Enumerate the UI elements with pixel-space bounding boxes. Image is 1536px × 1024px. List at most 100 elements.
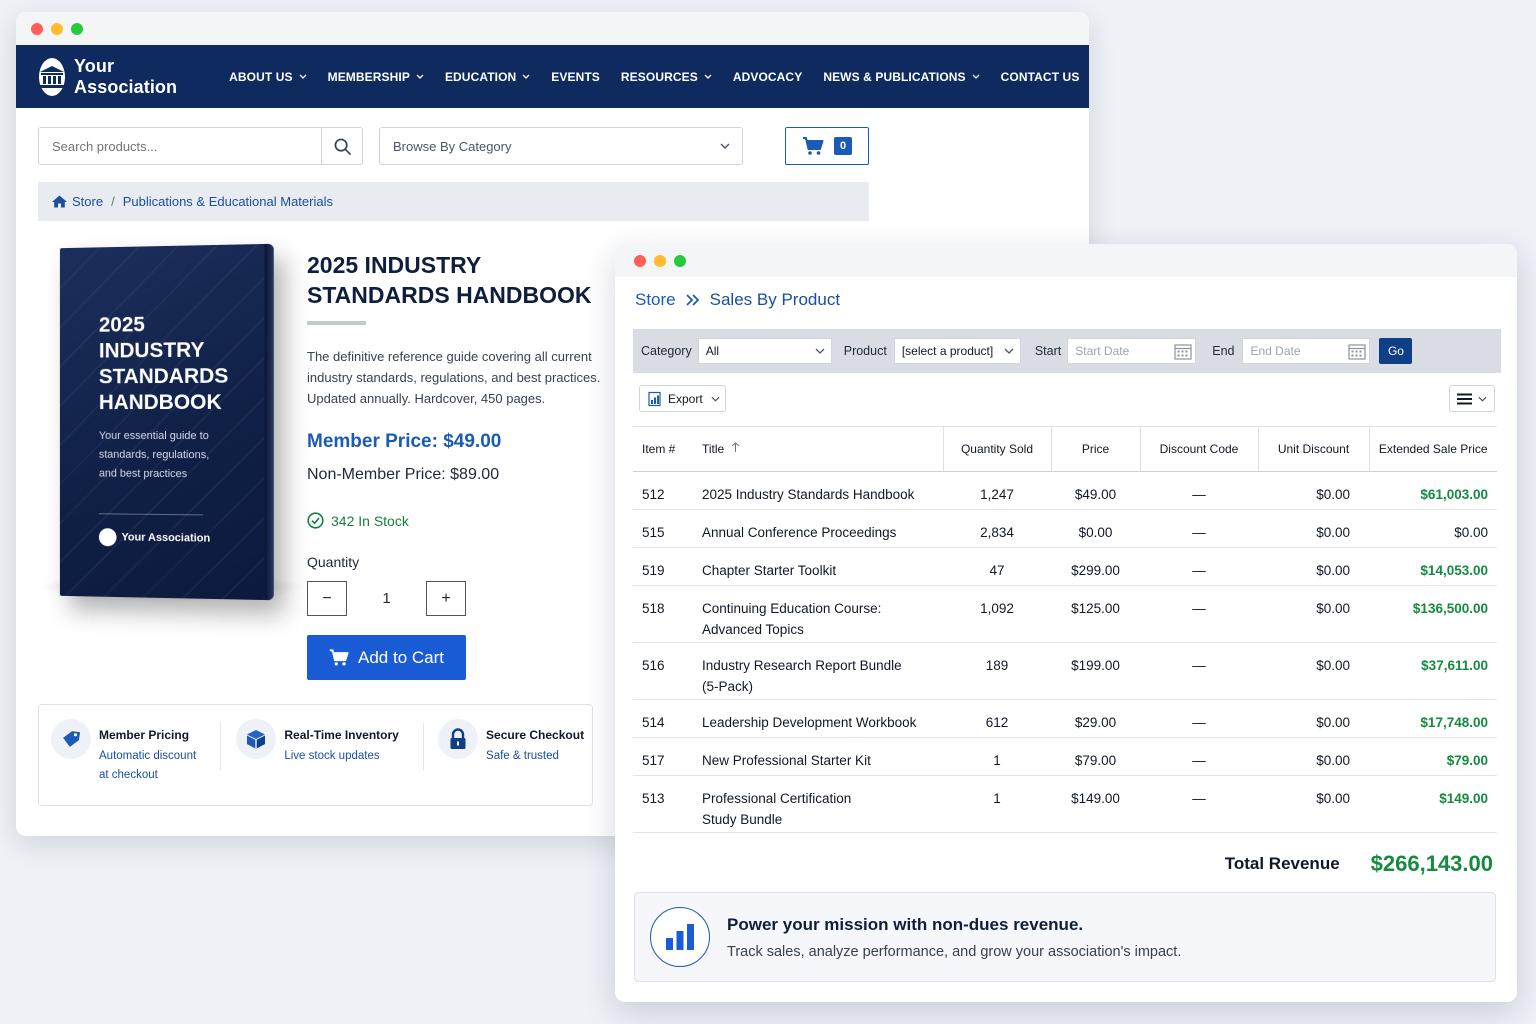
chevron-down-icon	[1478, 396, 1487, 402]
column-menu-button[interactable]	[1449, 385, 1495, 412]
table-header-row: Item # Title Quantity Sold Price Discoun…	[633, 427, 1497, 472]
cell-price: $149.00	[1051, 776, 1140, 833]
cell-extended-sale-price: $37,611.00	[1369, 643, 1497, 700]
cell-extended-sale-price: $14,053.00	[1369, 548, 1497, 586]
cell-title: 2025 Industry Standards Handbook	[693, 472, 943, 510]
start-date-input[interactable]: Start Date	[1067, 338, 1196, 364]
cell-price: $125.00	[1051, 586, 1140, 643]
box-icon	[236, 719, 276, 759]
cell-discount-code: —	[1140, 776, 1258, 833]
cell-extended-sale-price: $149.00	[1369, 776, 1497, 833]
feature-real-time-inventory: Real-Time Inventory Live stock updates	[236, 719, 423, 805]
category-select[interactable]: Browse By Category	[379, 127, 743, 165]
maximize-window-button[interactable]	[71, 23, 83, 35]
cell-item-number: 515	[633, 510, 693, 548]
calendar-icon[interactable]	[1348, 343, 1366, 360]
nav-item-events[interactable]: EVENTS	[551, 70, 600, 84]
report-filter-bar: Category All Product [select a product] …	[633, 329, 1501, 373]
cell-discount-code: —	[1140, 700, 1258, 738]
minimize-window-button[interactable]	[51, 23, 63, 35]
search-button[interactable]	[321, 128, 362, 164]
go-button[interactable]: Go	[1379, 338, 1412, 364]
nav-item-advocacy[interactable]: ADVOCACY	[733, 70, 802, 84]
nav-item-education[interactable]: EDUCATION	[445, 70, 530, 84]
table-row[interactable]: 517 New Professional Starter Kit 1 $79.00— $…	[633, 738, 1497, 776]
table-row[interactable]: 512 2025 Industry Standards Handbook 1,247…	[633, 472, 1497, 510]
tag-icon	[51, 719, 91, 759]
cart-button[interactable]: 0	[785, 127, 869, 165]
report-breadcrumb: Store Sales By Product	[635, 290, 840, 310]
cell-discount-code: —	[1140, 643, 1258, 700]
table-row[interactable]: 515 Annual Conference Proceedings 2,834 $0.…	[633, 510, 1497, 548]
search-icon	[334, 138, 351, 155]
column-header-discount-code[interactable]: Discount Code	[1140, 427, 1258, 472]
lock-icon	[438, 719, 478, 759]
nav-item-resources[interactable]: RESOURCES	[621, 70, 712, 84]
close-window-button[interactable]	[31, 23, 43, 35]
add-to-cart-button[interactable]: Add to Cart	[307, 635, 466, 680]
product-image[interactable]: 2025 INDUSTRY STANDARDS HANDBOOK Your es…	[60, 244, 274, 600]
cell-price: $49.00	[1051, 472, 1140, 510]
sales-report-window: Store Sales By Product Category All Prod…	[615, 244, 1517, 1002]
breadcrumb-current[interactable]: Publications & Educational Materials	[123, 194, 333, 209]
table-row[interactable]: 514 Leadership Development Workbook 612 $29…	[633, 700, 1497, 738]
sort-ascending-icon[interactable]	[731, 442, 740, 453]
association-logo-icon[interactable]	[39, 58, 65, 96]
cell-extended-sale-price: $79.00	[1369, 738, 1497, 776]
column-header-title[interactable]: Title	[693, 427, 943, 472]
promo-title: Power your mission with non-dues revenue…	[727, 915, 1181, 935]
search-input[interactable]	[39, 128, 321, 164]
chevron-down-icon	[711, 396, 720, 402]
quantity-stepper: − 1 +	[307, 581, 466, 616]
brand-name[interactable]: Your Association	[74, 56, 177, 98]
nav-menu: ABOUT US MEMBERSHIP EDUCATION EVENTS RESOURC…	[229, 70, 1089, 84]
cell-title: Annual Conference Proceedings	[693, 510, 943, 548]
cell-discount-code: —	[1140, 586, 1258, 643]
increase-quantity-button[interactable]: +	[426, 581, 466, 616]
minimize-window-button[interactable]	[654, 255, 666, 267]
cell-quantity-sold: 2,834	[943, 510, 1051, 548]
table-row[interactable]: 513 Professional Certification Study Bundl…	[633, 776, 1497, 833]
total-revenue: Total Revenue $266,143.00	[1225, 851, 1493, 877]
home-icon[interactable]	[52, 195, 67, 208]
breadcrumb-store-link[interactable]: Store	[635, 290, 676, 310]
breadcrumb-store-link[interactable]: Store	[72, 194, 103, 209]
chevron-down-icon	[815, 348, 825, 354]
quantity-label: Quantity	[307, 554, 359, 570]
product-filter-select[interactable]: [select a product]	[894, 338, 1021, 364]
cell-title: Chapter Starter Toolkit	[693, 548, 943, 586]
chevron-down-icon	[416, 74, 424, 79]
hamburger-menu-icon	[1457, 393, 1472, 405]
export-button[interactable]: Export	[639, 385, 726, 412]
cell-title: Industry Research Report Bundle (5-Pack)	[693, 643, 943, 700]
main-navbar: Your Association ABOUT US MEMBERSHIP EDUCA…	[16, 45, 1089, 108]
quantity-input[interactable]: 1	[347, 581, 426, 616]
cell-unit-discount: $0.00	[1258, 510, 1369, 548]
column-header-unit-discount[interactable]: Unit Discount	[1258, 427, 1369, 472]
cell-discount-code: —	[1140, 510, 1258, 548]
chevron-down-icon	[1004, 348, 1014, 354]
cell-unit-discount: $0.00	[1258, 700, 1369, 738]
sales-table: Item # Title Quantity Sold Price Discoun…	[633, 426, 1497, 833]
column-header-quantity-sold[interactable]: Quantity Sold	[943, 427, 1051, 472]
column-header-item[interactable]: Item #	[633, 427, 693, 472]
end-date-input[interactable]: End Date	[1242, 338, 1370, 364]
calendar-icon[interactable]	[1174, 343, 1192, 360]
nav-item-contact-us[interactable]: CONTACT US	[1001, 70, 1080, 84]
maximize-window-button[interactable]	[674, 255, 686, 267]
table-row[interactable]: 518 Continuing Education Course: Advanced …	[633, 586, 1497, 643]
nav-item-membership[interactable]: MEMBERSHIP	[328, 70, 424, 84]
table-row[interactable]: 519 Chapter Starter Toolkit 47 $299.00— $0.0…	[633, 548, 1497, 586]
bar-chart-icon	[650, 907, 710, 967]
table-row[interactable]: 516 Industry Research Report Bundle (5-Pac…	[633, 643, 1497, 700]
book-cover-title: 2025 INDUSTRY STANDARDS HANDBOOK	[99, 311, 229, 416]
cell-unit-discount: $0.00	[1258, 738, 1369, 776]
column-header-price[interactable]: Price	[1051, 427, 1140, 472]
nav-item-about-us[interactable]: ABOUT US	[229, 70, 306, 84]
column-header-extended-sale-price[interactable]: Extended Sale Price	[1369, 427, 1497, 472]
nav-item-news-publications[interactable]: NEWS & PUBLICATIONS	[823, 70, 979, 84]
decrease-quantity-button[interactable]: −	[307, 581, 347, 616]
close-window-button[interactable]	[634, 255, 646, 267]
cell-title: Leadership Development Workbook	[693, 700, 943, 738]
category-filter-select[interactable]: All	[698, 338, 832, 364]
